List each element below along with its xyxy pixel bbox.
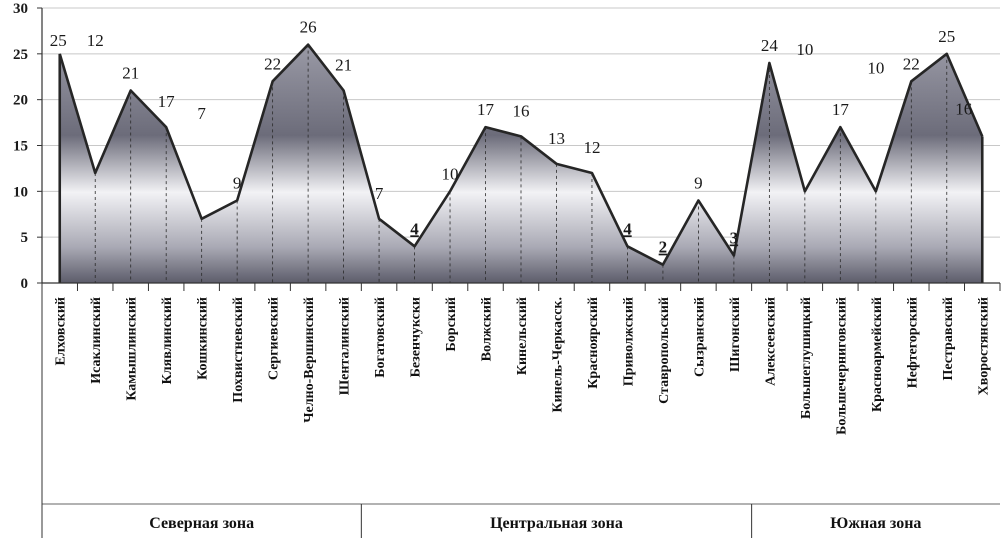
data-label: 3 <box>730 229 739 248</box>
y-tick-label: 30 <box>13 1 28 17</box>
data-label: 24 <box>761 36 779 55</box>
category-label: Пестравский <box>941 297 956 380</box>
data-label: 26 <box>300 18 317 37</box>
category-label: Красноярский <box>586 297 601 389</box>
axes: 0 5 10 15 20 25 30 <box>13 1 1001 292</box>
category-label: Камышлинский <box>125 297 140 401</box>
zone-label: Северная зона <box>149 515 254 532</box>
data-label: 10 <box>442 164 459 183</box>
data-label: 25 <box>50 31 67 50</box>
data-label: 17 <box>832 100 850 119</box>
category-label: Елховский <box>54 297 69 365</box>
category-label: Кинельский <box>515 297 530 375</box>
category-label: Шенталинский <box>338 297 353 395</box>
zone-label: Южная зона <box>830 515 921 532</box>
data-label: 21 <box>122 64 139 83</box>
data-label: 12 <box>583 138 600 157</box>
data-label: 10 <box>867 58 884 77</box>
data-label: 9 <box>694 174 703 193</box>
category-label: Большеглушицкий <box>799 297 814 419</box>
category-label: Хворостянский <box>976 297 991 395</box>
category-label: Волжский <box>480 297 495 361</box>
category-label: Кошкинский <box>196 297 211 380</box>
data-label: 13 <box>548 129 565 148</box>
data-label: 4 <box>410 219 419 238</box>
category-label: Шигонский <box>728 297 743 372</box>
category-label: Борский <box>444 297 459 351</box>
data-label: 22 <box>264 54 281 73</box>
data-label: 22 <box>903 54 920 73</box>
y-tick-label: 20 <box>13 93 28 109</box>
category-label: Сергиевский <box>267 297 282 380</box>
category-label: Челно-Вершинский <box>302 297 317 423</box>
category-label: Приволжский <box>621 297 636 386</box>
data-label: 17 <box>158 92 176 111</box>
data-label: 16 <box>955 99 972 118</box>
category-label: Исаклинский <box>89 297 104 384</box>
data-label: 10 <box>796 40 813 59</box>
data-label: 12 <box>87 31 104 50</box>
category-labels: Елховский Исаклинский Камышлинский Клявлинс… <box>54 297 992 435</box>
category-label: Богатовский <box>373 297 388 378</box>
data-label: 9 <box>233 174 242 193</box>
y-tick-label: 0 <box>21 276 29 292</box>
y-tick-label: 5 <box>21 230 29 246</box>
category-label: Алексеевский <box>763 297 778 386</box>
category-label: Безенчукски <box>409 297 424 377</box>
y-tick-label: 25 <box>13 47 28 63</box>
data-label: 4 <box>623 219 632 238</box>
data-labels: 25 12 21 17 7 9 22 26 21 7 4 10 17 16 13 12 4 2 9 3 24 10 17 10… <box>50 18 973 257</box>
series-line <box>58 43 984 266</box>
category-label: Большечерниговский <box>834 297 849 435</box>
category-label: Похвистневский <box>231 297 246 403</box>
category-label: Сызранский <box>692 297 707 377</box>
data-label: 17 <box>477 100 495 119</box>
data-label: 2 <box>659 238 668 257</box>
category-label: Нефтегорский <box>905 297 920 388</box>
category-label: Клявлинский <box>160 297 175 384</box>
data-label: 21 <box>335 56 352 75</box>
data-label: 7 <box>197 104 206 123</box>
category-label: Красноармейский <box>870 297 885 412</box>
data-label: 7 <box>375 184 384 203</box>
area-fill <box>59 44 983 283</box>
area-series <box>58 43 984 283</box>
category-label: Ставропольский <box>657 297 672 404</box>
y-tick-label: 10 <box>13 184 28 200</box>
zone-labels: Северная зона Центральная зона Южная зона <box>41 283 1000 538</box>
y-tick-label: 15 <box>13 139 28 155</box>
zone-label: Центральная зона <box>490 515 623 532</box>
category-label: Кинель-Черкасск. <box>550 297 565 413</box>
data-label: 25 <box>938 27 955 46</box>
data-label: 16 <box>513 101 530 120</box>
